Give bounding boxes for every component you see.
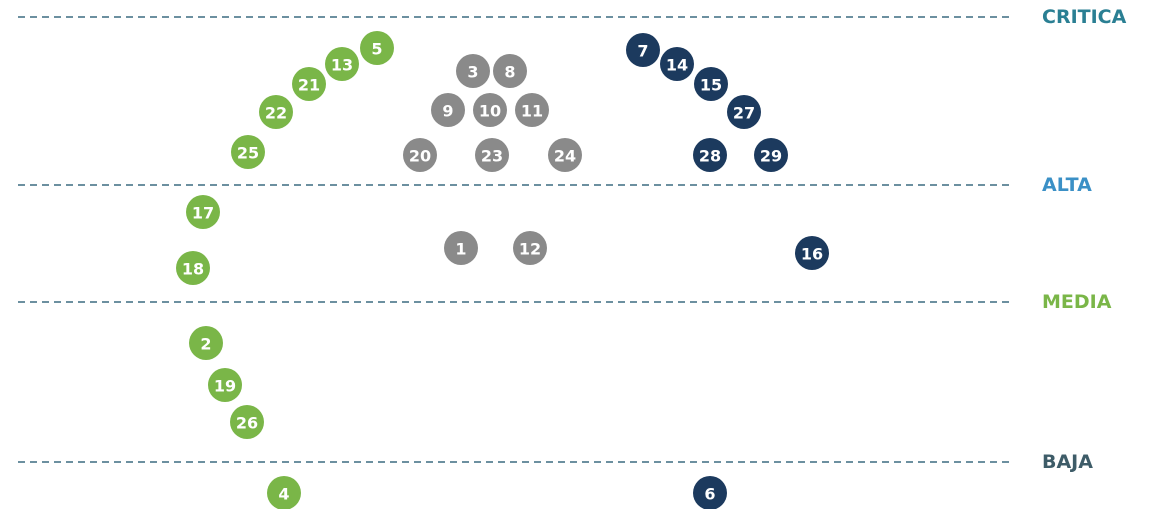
level-label: BAJA [1042, 451, 1093, 473]
risk-node [208, 368, 242, 402]
risk-node [230, 405, 264, 439]
risk-node-label: 13 [331, 56, 353, 75]
risk-node-label: 23 [481, 147, 503, 166]
risk-node [694, 67, 728, 101]
risk-node-label: 29 [760, 147, 782, 166]
risk-node [431, 93, 465, 127]
risk-node [473, 93, 507, 127]
risk-node-label: 17 [192, 204, 214, 223]
risk-node-label: 3 [467, 63, 478, 82]
risk-node [548, 138, 582, 172]
risk-node-label: 9 [442, 102, 453, 121]
risk-node [292, 67, 326, 101]
risk-node-label: 27 [733, 104, 755, 123]
level-label: ALTA [1042, 174, 1092, 196]
risk-node-label: 7 [637, 42, 648, 61]
risk-node-label: 26 [236, 414, 258, 433]
risk-node [693, 138, 727, 172]
risk-node [515, 93, 549, 127]
risk-node [267, 476, 301, 509]
risk-node [456, 54, 490, 88]
risk-node [513, 231, 547, 265]
risk-node [325, 47, 359, 81]
risk-node-label: 21 [298, 76, 320, 95]
risk-node-label: 12 [519, 240, 541, 259]
risk-node [693, 476, 727, 509]
risk-node-label: 14 [666, 56, 688, 75]
risk-node-label: 19 [214, 377, 236, 396]
level-label: CRITICA [1042, 6, 1127, 28]
risk-node [660, 47, 694, 81]
risk-node-label: 28 [699, 147, 721, 166]
risk-node-label: 1 [455, 240, 466, 259]
risk-node [403, 138, 437, 172]
risk-node-label: 6 [704, 485, 715, 504]
risk-node [493, 54, 527, 88]
risk-node [475, 138, 509, 172]
risk-node [189, 326, 223, 360]
risk-node [259, 95, 293, 129]
risk-node-label: 18 [182, 260, 204, 279]
risk-node-label: 8 [504, 63, 515, 82]
risk-node-label: 16 [801, 245, 823, 264]
risk-node [626, 33, 660, 67]
risk-node [176, 251, 210, 285]
risk-node [727, 95, 761, 129]
risk-node-label: 15 [700, 76, 722, 95]
risk-node [795, 236, 829, 270]
risk-node-label: 4 [278, 485, 289, 504]
risk-node [754, 138, 788, 172]
risk-node-label: 22 [265, 104, 287, 123]
level-label: MEDIA [1042, 291, 1112, 313]
risk-node-label: 11 [521, 102, 543, 121]
risk-node-label: 25 [237, 144, 259, 163]
risk-node-label: 2 [200, 335, 211, 354]
risk-node-label: 10 [479, 102, 501, 121]
risk-node-label: 20 [409, 147, 431, 166]
risk-node [186, 195, 220, 229]
risk-node [231, 135, 265, 169]
risk-node-label: 24 [554, 147, 576, 166]
risk-node [444, 231, 478, 265]
risk-node-label: 5 [371, 40, 382, 59]
risk-node [360, 31, 394, 65]
